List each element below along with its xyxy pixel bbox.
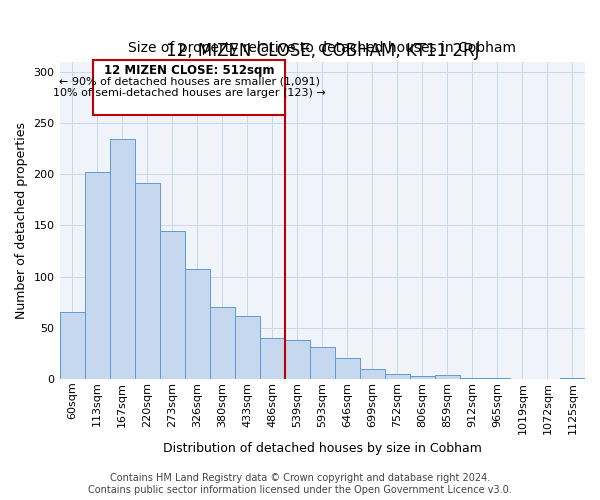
Bar xyxy=(260,338,285,379)
Bar xyxy=(185,270,209,379)
Title: 12, MIZEN CLOSE, COBHAM, KT11 2RJ: 12, MIZEN CLOSE, COBHAM, KT11 2RJ xyxy=(166,42,479,60)
Bar xyxy=(360,368,385,379)
Bar xyxy=(134,184,160,379)
Text: Contains HM Land Registry data © Crown copyright and database right 2024.
Contai: Contains HM Land Registry data © Crown c… xyxy=(88,474,512,495)
Text: 10% of semi-detached houses are larger (123) →: 10% of semi-detached houses are larger (… xyxy=(53,88,325,99)
Bar xyxy=(335,358,360,379)
Text: ← 90% of detached houses are smaller (1,091): ← 90% of detached houses are smaller (1,… xyxy=(59,76,320,86)
Bar xyxy=(209,308,235,379)
Bar xyxy=(235,316,260,379)
Text: Size of property relative to detached houses in Cobham: Size of property relative to detached ho… xyxy=(128,42,516,56)
Bar xyxy=(285,340,310,379)
Y-axis label: Number of detached properties: Number of detached properties xyxy=(15,122,28,319)
Bar xyxy=(460,378,485,379)
Text: 12 MIZEN CLOSE: 512sqm: 12 MIZEN CLOSE: 512sqm xyxy=(104,64,274,76)
Bar xyxy=(110,140,134,379)
Bar xyxy=(385,374,410,379)
Bar xyxy=(59,312,85,379)
Bar xyxy=(160,230,185,379)
Bar xyxy=(410,376,435,379)
X-axis label: Distribution of detached houses by size in Cobham: Distribution of detached houses by size … xyxy=(163,442,482,455)
Bar xyxy=(485,378,510,379)
Bar xyxy=(85,172,110,379)
Bar xyxy=(435,375,460,379)
Bar xyxy=(310,347,335,379)
FancyBboxPatch shape xyxy=(94,60,285,115)
Bar xyxy=(560,378,585,379)
